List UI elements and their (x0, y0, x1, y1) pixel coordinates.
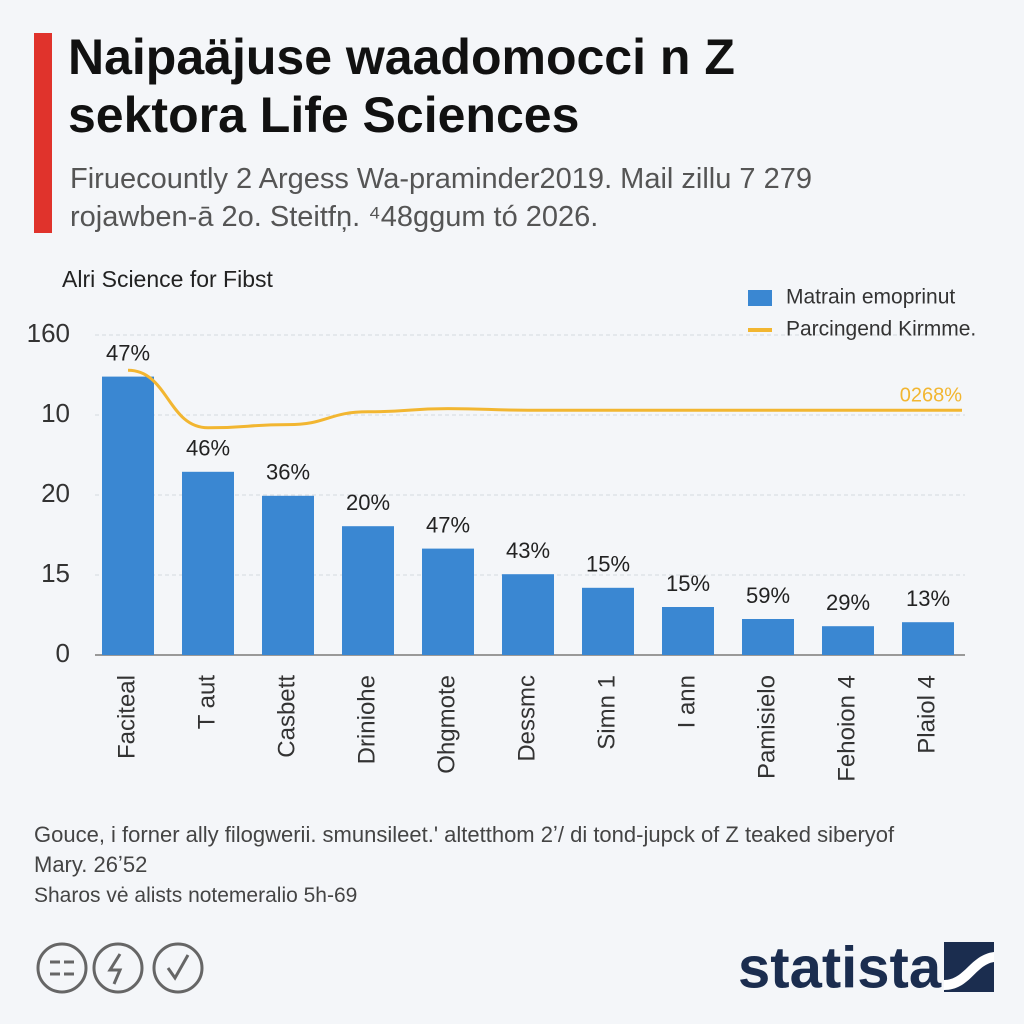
bar-annotation: 15% (666, 571, 710, 596)
y-tick-label: 160 (27, 318, 70, 348)
bar-annotation: 47% (426, 512, 470, 537)
legend-label: Matrain emoprinut (786, 286, 955, 309)
x-tick-label: Faciteal (113, 675, 140, 759)
bar-annotation: 46% (186, 436, 230, 461)
line (127, 368, 928, 430)
source: Gouce, i forner ally filogwerii. smunsil… (34, 822, 895, 877)
x-tick-label: Dessmc (513, 675, 540, 762)
footer-icons (36, 942, 204, 994)
bar (502, 574, 554, 655)
x-tick-label: Plaiol 4 (913, 675, 940, 754)
x-tick-label: T aut (193, 675, 220, 730)
bar (422, 548, 474, 655)
chart-label: Alri Science for Fibst (62, 266, 274, 292)
bar-annotation: 47% (106, 340, 150, 365)
legend-swatch (748, 290, 772, 306)
bar-annotation: 20% (346, 490, 390, 515)
accent-bar (34, 33, 52, 233)
y-tick-label: 20 (41, 478, 70, 508)
x-tick-label: Driniohe (353, 675, 380, 764)
bar (902, 622, 954, 655)
x-tick-label: Casbett (273, 675, 300, 758)
y-tick-label: 0 (56, 638, 70, 668)
bar-annotation: 29% (826, 590, 870, 615)
x-tick-label: Simn 1 (593, 675, 620, 750)
bar-annotation: 59% (746, 583, 790, 608)
x-tick-label: Fehoion 4 (833, 675, 860, 782)
note: Sharos vė alists notemeralio 5h-69 (34, 884, 358, 907)
bar (822, 626, 874, 655)
x-tick-label: Ohgmote (433, 675, 460, 774)
bar-annotation: 13% (906, 586, 950, 611)
brand-logo (944, 942, 994, 992)
bar-annotation: 36% (266, 460, 310, 485)
bar (262, 495, 314, 655)
bar (662, 607, 714, 655)
title: Naipaäjuse waadomocci n Z sektora Life S… (68, 29, 735, 143)
bar-annotation: 43% (506, 538, 550, 563)
bar (102, 376, 154, 655)
y-tick-label: 15 (41, 558, 70, 588)
bar (342, 526, 394, 655)
bar-annotation: 15% (586, 552, 630, 577)
bar (742, 619, 794, 655)
subtitle: Firuecountly 2 Argess Wa-praminder2019. … (70, 163, 812, 233)
brand: statista (738, 935, 942, 1000)
bar (182, 471, 234, 655)
y-tick-label: 10 (41, 398, 70, 428)
x-tick-label: Pamisielo (753, 675, 780, 779)
bar (582, 587, 634, 655)
x-tick-label: I ann (673, 675, 700, 728)
legend-label: Parcingend Kirmme. (786, 318, 976, 341)
line-end-label: 0268% (900, 384, 962, 406)
